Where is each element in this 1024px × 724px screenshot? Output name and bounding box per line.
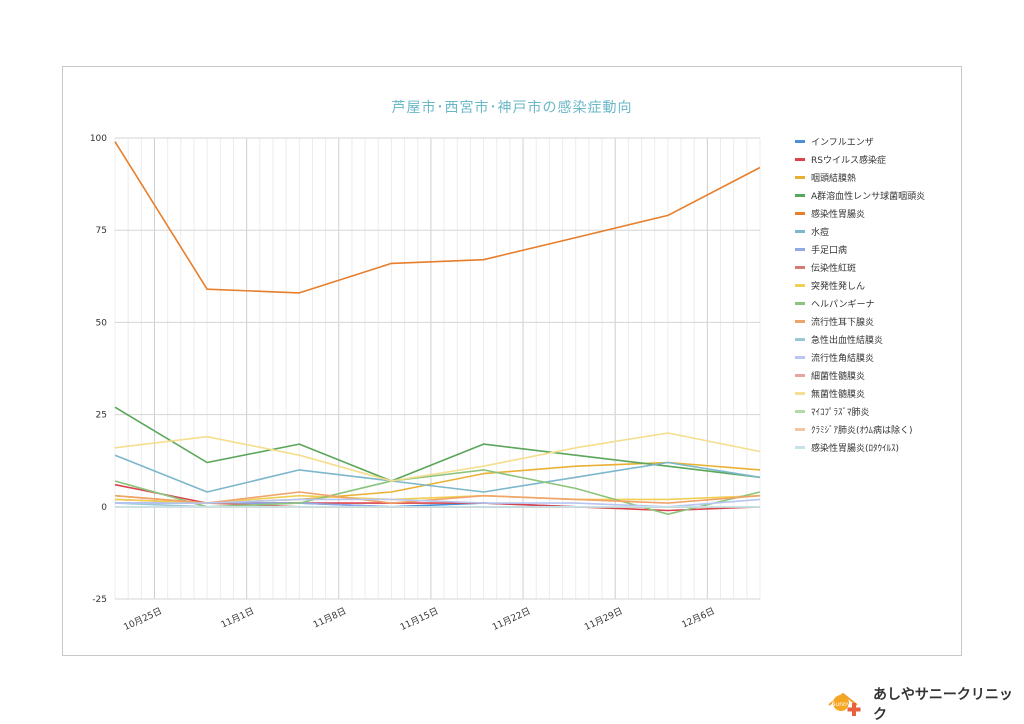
clinic-name: あしやサニークリニック: [873, 687, 1013, 723]
legend-item: RSウイルス感染症: [795, 150, 925, 168]
x-tick-label: 12月6日: [680, 606, 717, 631]
y-tick-label: -25: [92, 595, 107, 605]
clinic-logo: Sunny あしやサニークリニック: [827, 684, 1024, 724]
legend-swatch: [795, 157, 805, 161]
legend-item: インフルエンザ: [795, 132, 925, 150]
legend-label: 水痘: [811, 227, 830, 238]
legend-item: A群溶血性レンサ球菌咽頭炎: [795, 186, 925, 204]
legend-label: ヘルパンギーナ: [811, 299, 875, 310]
legend-label: ｸﾗﾐｼﾞｱ肺炎(ｵｳﾑ病は除く): [811, 425, 913, 436]
legend-item: 流行性角結膜炎: [795, 348, 925, 366]
legend-label: 流行性角結膜炎: [811, 353, 875, 364]
legend-label: ﾏｲｺﾌﾟﾗｽﾞﾏ肺炎: [811, 407, 870, 418]
legend-item: 急性出血性結膜炎: [795, 330, 925, 348]
legend-label: 流行性耳下腺炎: [811, 317, 875, 328]
chart-legend: インフルエンザ RSウイルス感染症 咽頭結膜熱 A群溶血性レンサ球菌咽頭炎 感染性胃腸炎…: [795, 132, 925, 456]
series-line: [114, 432, 761, 482]
y-tick-label: 75: [96, 226, 107, 236]
legend-label: 細菌性髄膜炎: [811, 371, 866, 382]
legend-label: インフルエンザ: [811, 137, 874, 148]
legend-label: 手足口病: [811, 245, 848, 256]
legend-label: 急性出血性結膜炎: [811, 335, 884, 346]
legend-label: 感染性胃腸炎(ﾛﾀｳｲﾙｽ): [811, 443, 900, 454]
legend-swatch: [795, 301, 805, 305]
legend-item: ﾏｲｺﾌﾟﾗｽﾞﾏ肺炎: [795, 402, 925, 420]
y-tick-label: 0: [101, 503, 107, 513]
legend-label: 感染性胃腸炎: [811, 209, 866, 220]
chart-frame: 芦屋市･西宮市･神戸市の感染症動向: [62, 66, 962, 656]
x-tick-label: 11月15日: [398, 606, 440, 633]
legend-label: 無菌性髄膜炎: [811, 389, 866, 400]
legend-swatch: [795, 211, 805, 215]
legend-swatch: [795, 175, 805, 179]
x-tick-label: 11月29日: [583, 606, 625, 633]
legend-swatch: [795, 409, 805, 413]
legend-label: A群溶血性レンサ球菌咽頭炎: [811, 191, 926, 202]
legend-swatch: [795, 247, 805, 251]
legend-item: 伝染性紅斑: [795, 258, 925, 276]
legend-item: 手足口病: [795, 240, 925, 258]
series-line: [114, 141, 761, 294]
legend-item: 突発性発しん: [795, 276, 925, 294]
legend-swatch: [795, 193, 805, 197]
legend-item: 水痘: [795, 222, 925, 240]
x-tick-label: 11月1日: [219, 606, 256, 631]
x-tick-label: 10月25日: [122, 606, 164, 633]
legend-label: 咽頭結膜熱: [811, 173, 857, 184]
y-tick-label: 100: [90, 134, 107, 144]
x-tick-label: 11月8日: [312, 606, 349, 631]
y-tick-label: 50: [96, 318, 108, 328]
legend-swatch: [795, 355, 805, 359]
legend-swatch: [795, 391, 805, 395]
legend-label: RSウイルス感染症: [811, 155, 886, 166]
legend-swatch: [795, 139, 805, 143]
legend-swatch: [795, 445, 805, 449]
y-tick-label: 25: [96, 411, 107, 421]
legend-item: 感染性胃腸炎(ﾛﾀｳｲﾙｽ): [795, 438, 925, 456]
legend-swatch: [795, 229, 805, 233]
legend-swatch: [795, 319, 805, 323]
sun-cross-logo-icon: Sunny: [827, 689, 867, 719]
legend-swatch: [795, 373, 805, 377]
legend-swatch: [795, 265, 805, 269]
x-tick-label: 11月22日: [491, 606, 533, 633]
chart-title: 芦屋市･西宮市･神戸市の感染症動向: [391, 100, 633, 116]
legend-item: ヘルパンギーナ: [795, 294, 925, 312]
legend-item: 咽頭結膜熱: [795, 168, 925, 186]
legend-item: 細菌性髄膜炎: [795, 366, 925, 384]
legend-label: 伝染性紅斑: [811, 263, 857, 274]
legend-item: 無菌性髄膜炎: [795, 384, 925, 402]
legend-item: 感染性胃腸炎: [795, 204, 925, 222]
legend-swatch: [795, 427, 805, 431]
series-line: [114, 454, 761, 493]
legend-item: 流行性耳下腺炎: [795, 312, 925, 330]
series-line: [114, 406, 761, 482]
series-line: [114, 491, 761, 504]
legend-swatch: [795, 283, 805, 287]
legend-item: ｸﾗﾐｼﾞｱ肺炎(ｵｳﾑ病は除く): [795, 420, 925, 438]
legend-swatch: [795, 337, 805, 341]
legend-label: 突発性発しん: [811, 281, 866, 292]
logo-badge-text: Sunny: [832, 701, 851, 708]
